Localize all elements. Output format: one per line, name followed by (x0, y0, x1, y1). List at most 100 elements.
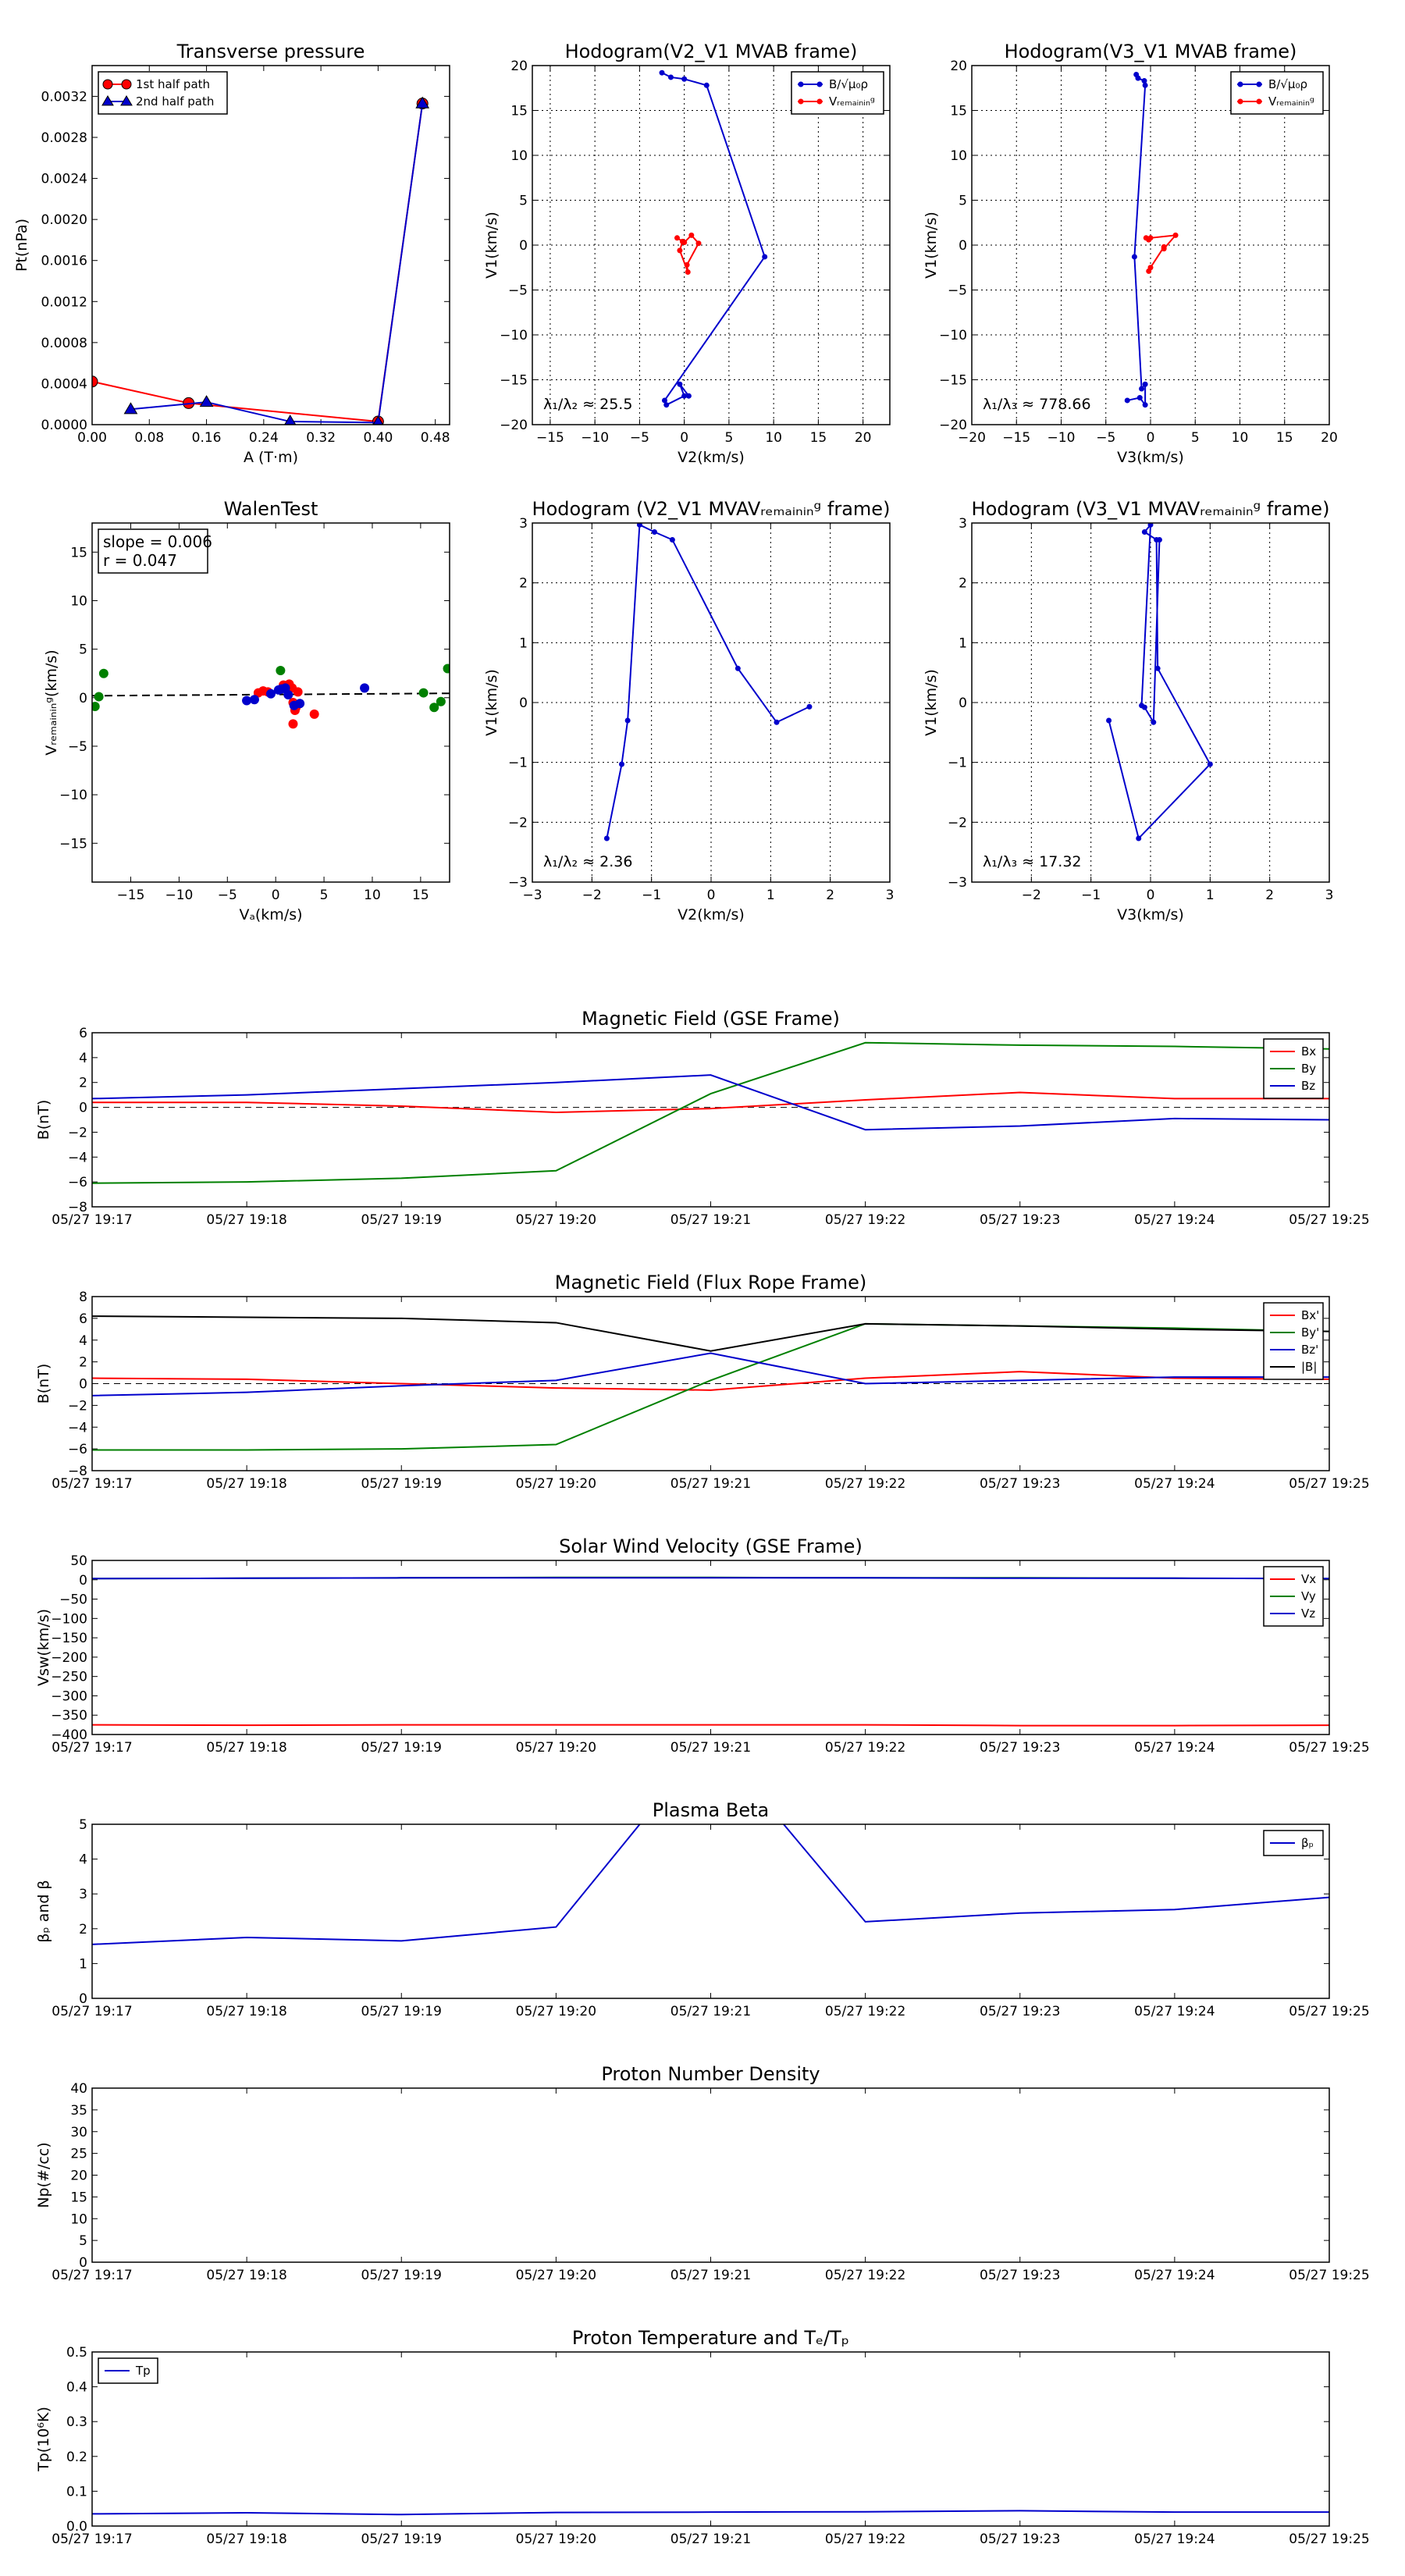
y-tick-label: 15 (70, 545, 87, 560)
y-tick-label: 15 (950, 104, 967, 119)
x-tick-label: 0 (707, 888, 716, 903)
y-tick-label: 5 (79, 642, 87, 658)
x-tick-label: −10 (581, 430, 609, 446)
x-tick-label: 15 (412, 888, 429, 903)
y-tick-label: −8 (68, 1464, 87, 1479)
eigen-ratio-annotation: λ₁/λ₃ ≈ 17.32 (983, 853, 1082, 870)
y-tick-label: −6 (68, 1175, 87, 1190)
chart-title: Proton Temperature and Tₑ/Tₚ (572, 2327, 849, 2349)
legend: B/√μ₀ρ Vᵣₑₘₐᵢₙᵢₙᵍ (791, 71, 884, 115)
y-tick-label: −250 (51, 1670, 87, 1685)
chart-title: WalenTest (224, 498, 318, 520)
legend-entry: Vy (1301, 1589, 1316, 1603)
x-tick-label: 05/27 19:19 (361, 2532, 442, 2547)
data-point (679, 238, 685, 244)
chart-beta: 05/27 19:17 05/27 19:18 05/27 19:19 05/27 1… (35, 1799, 1370, 2019)
x-tick-label: −20 (958, 430, 986, 446)
x-tick-label: 05/27 19:25 (1289, 2268, 1369, 2283)
y-tick-label: 2 (959, 576, 967, 592)
data-point (774, 719, 780, 725)
x-tick-label: 05/27 19:21 (670, 1740, 751, 1756)
plot-area (92, 2088, 1329, 2262)
y-tick-label: 0.0004 (41, 376, 87, 392)
y-tick-label: 0 (79, 2255, 87, 2271)
plot-area (92, 523, 450, 882)
y-tick-label: −350 (51, 1708, 87, 1724)
data-point (703, 82, 710, 88)
y-tick-label: 0 (519, 696, 528, 711)
legend-entry: |B| (1301, 1360, 1317, 1374)
scatter-point (276, 665, 286, 675)
y-tick-label: −2 (948, 815, 967, 831)
stats-box (98, 528, 208, 574)
data-point (1172, 232, 1179, 238)
x-tick-label: 0 (1147, 888, 1155, 903)
x-tick-label: −5 (630, 430, 649, 446)
legend-entry: βₚ (1301, 1836, 1314, 1850)
y-axis-label: Pt(nPa) (13, 219, 30, 272)
y-tick-label: −100 (51, 1611, 87, 1627)
data-point (688, 232, 695, 238)
x-tick-label: 05/27 19:24 (1134, 1740, 1215, 1756)
scatter-point (293, 687, 303, 697)
y-tick-label: −20 (500, 418, 528, 433)
series-group (1106, 523, 1213, 841)
x-tick-label: 05/27 19:21 (670, 2004, 751, 2019)
y-tick-label: 50 (70, 1553, 87, 1569)
x-tick-label: −10 (1048, 430, 1076, 446)
x-tick-label: 05/27 19:23 (980, 2532, 1060, 2547)
x-tick-label: 0 (680, 430, 688, 446)
scatter-point (418, 688, 429, 698)
y-axis-label: Vᵣₑₘₐᵢₙᵢₙᵍ(km/s) (43, 649, 60, 755)
y-tick-label: −300 (51, 1688, 87, 1704)
x-tick-label: 05/27 19:19 (361, 2004, 442, 2019)
data-point (1147, 523, 1154, 528)
x-tick-label: 05/27 19:25 (1289, 1212, 1369, 1228)
x-tick-label: 05/27 19:20 (516, 1212, 596, 1228)
x-tick-label: 5 (1191, 430, 1200, 446)
y-tick-label: 0 (959, 238, 967, 254)
y-tick-label: 10 (70, 2211, 87, 2227)
data-point (663, 402, 670, 408)
y-tick-label: −5 (508, 283, 528, 299)
x-tick-label: 05/27 19:17 (52, 2268, 132, 2283)
x-tick-label: 05/27 19:23 (980, 2268, 1060, 2283)
legend-entry: Tp (135, 2364, 151, 2378)
y-tick-label: −15 (500, 373, 528, 389)
series-group (603, 523, 813, 841)
chart-title: Proton Number Density (601, 2063, 820, 2085)
series-line-3 (92, 1315, 1329, 1352)
y-tick-label: −2 (68, 1398, 87, 1414)
y-tick-label: −6 (68, 1442, 87, 1457)
axes-frame (91, 2351, 1330, 2527)
y-tick-label: 30 (70, 2125, 87, 2140)
x-tick-label: 05/27 19:20 (516, 2268, 596, 2283)
y-tick-label: 0.0016 (41, 254, 87, 269)
x-tick-label: −15 (1002, 430, 1030, 446)
y-tick-label: −4 (68, 1420, 87, 1436)
data-point (1131, 254, 1137, 260)
legend: B/√μ₀ρ Vᵣₑₘₐᵢₙᵢₙᵍ (1230, 71, 1324, 115)
axes-frame (91, 1296, 1330, 1471)
series-group (92, 96, 430, 425)
y-tick-label: −5 (68, 739, 87, 755)
scatter-point (98, 668, 108, 678)
x-tick-label: 05/27 19:21 (670, 2532, 751, 2547)
chart-title: Plasma Beta (653, 1799, 769, 1821)
chart-vsw: 05/27 19:17 05/27 19:18 05/27 19:19 05/27 1… (35, 1535, 1370, 1756)
x-tick-label: 0 (272, 888, 280, 903)
data-point (1154, 665, 1161, 671)
axes-frame (532, 65, 891, 425)
legend-entry: Bx (1301, 1044, 1316, 1059)
y-tick-label: 0.0 (66, 2519, 87, 2535)
data-point (1156, 536, 1162, 543)
x-tick-label: 20 (855, 430, 872, 446)
x-tick-label: 05/27 19:21 (670, 2268, 751, 2283)
y-tick-label: −2 (68, 1125, 87, 1140)
legend-marker (816, 98, 823, 105)
x-tick-label: 15 (1276, 430, 1293, 446)
x-tick-label: 05/27 19:25 (1289, 2004, 1369, 2019)
chart-title: Hodogram (V2_V1 MVAVᵣₑₘₐᵢₙᵢₙᵍ frame) (532, 498, 891, 520)
scatter-point (249, 695, 259, 705)
